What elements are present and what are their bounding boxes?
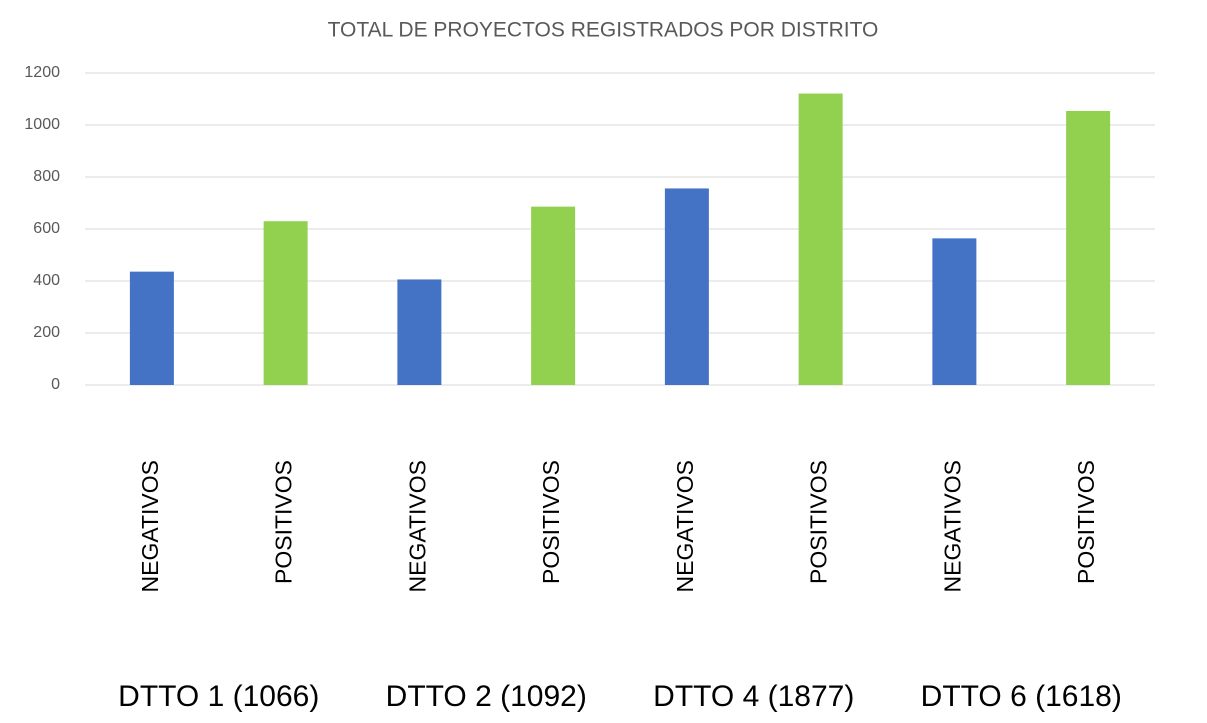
x-tick-label: POSITIVOS [538, 460, 564, 584]
bar [932, 238, 977, 385]
y-tick-label: 200 [33, 324, 60, 341]
x-tick-label: NEGATIVOS [939, 460, 965, 593]
bar [397, 279, 442, 385]
bar [531, 206, 576, 385]
x-tick-label: NEGATIVOS [137, 460, 163, 593]
group-label: DTTO 1 (1066) [118, 680, 319, 713]
y-tick-label: 1000 [24, 116, 60, 133]
bar [664, 188, 709, 385]
x-tick-label: NEGATIVOS [404, 460, 430, 593]
bar [129, 271, 174, 385]
x-tick-label: POSITIVOS [806, 460, 832, 584]
bar [263, 221, 308, 385]
y-tick-label: 800 [33, 168, 60, 185]
y-tick-label: 600 [33, 220, 60, 237]
x-tick-label: POSITIVOS [271, 460, 297, 584]
y-tick-label: 400 [33, 272, 60, 289]
y-tick-label: 0 [51, 376, 60, 393]
group-label: DTTO 4 (1877) [653, 680, 854, 713]
group-label: DTTO 6 (1618) [921, 680, 1122, 713]
group-label: DTTO 2 (1092) [386, 680, 587, 713]
bar [798, 93, 843, 385]
x-tick-label: POSITIVOS [1073, 460, 1099, 584]
x-tick-label: NEGATIVOS [672, 460, 698, 593]
bar [1066, 110, 1111, 386]
chart-title: TOTAL DE PROYECTOS REGISTRADOS POR DISTR… [328, 19, 879, 42]
y-tick-label: 1200 [24, 64, 60, 81]
